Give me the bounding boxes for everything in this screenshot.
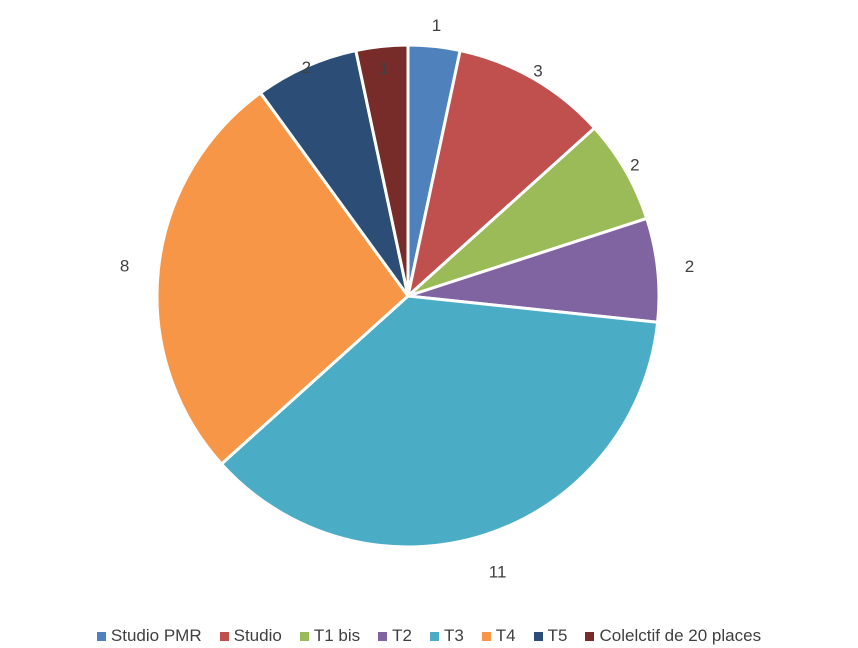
pie-slice-t4 xyxy=(155,91,410,466)
legend-item: Colelctif de 20 places xyxy=(585,626,761,646)
legend-label: Colelctif de 20 places xyxy=(599,626,762,645)
pie-chart: 1 3 2 2 11 8 2 1 xyxy=(120,16,694,581)
legend-label: T5 xyxy=(547,626,568,645)
data-label-t4: 8 xyxy=(120,257,129,276)
data-label-studio-pmr: 1 xyxy=(432,16,441,35)
legend-swatch xyxy=(378,631,388,641)
legend-item: T4 xyxy=(481,626,516,646)
legend-label: T4 xyxy=(495,626,516,645)
legend-label: Studio PMR xyxy=(110,626,202,645)
legend-label: T1 bis xyxy=(313,626,361,645)
pie-slice-studio xyxy=(406,48,597,298)
data-label-t2: 2 xyxy=(685,257,694,276)
legend-item: Studio xyxy=(219,626,282,646)
legend-swatch xyxy=(533,631,543,641)
pie-data-labels: 1 3 2 2 11 8 2 1 xyxy=(120,16,694,581)
legend-swatch xyxy=(219,631,229,641)
legend-label: Studio xyxy=(233,626,282,645)
legend-item: T5 xyxy=(533,626,568,646)
data-label-t3: 11 xyxy=(489,562,507,581)
legend-label: T3 xyxy=(443,626,464,645)
pie-slice-colelctif-de-20-places xyxy=(354,43,410,298)
legend-swatch xyxy=(481,631,491,641)
pie-slice-t3 xyxy=(219,294,660,549)
pie-slices xyxy=(155,43,661,549)
legend-item: T3 xyxy=(429,626,464,646)
legend-item: Studio PMR xyxy=(96,626,202,646)
data-label-t1-bis: 2 xyxy=(630,156,639,175)
legend-item: T1 bis xyxy=(299,626,361,646)
legend-swatch xyxy=(299,631,309,641)
legend-swatch xyxy=(585,631,595,641)
chart-legend: Studio PMR Studio T1 bis T2 T3 T4 T5 Colelctif … xyxy=(0,624,858,648)
data-label-t5: 2 xyxy=(302,58,311,77)
legend-swatch xyxy=(96,631,106,641)
data-label-studio: 3 xyxy=(533,61,542,80)
legend-label: T2 xyxy=(392,626,412,645)
legend-swatch xyxy=(429,631,439,641)
data-label-colelctif-de-20-places: 1 xyxy=(379,59,388,78)
legend-item: T2 xyxy=(378,626,412,646)
